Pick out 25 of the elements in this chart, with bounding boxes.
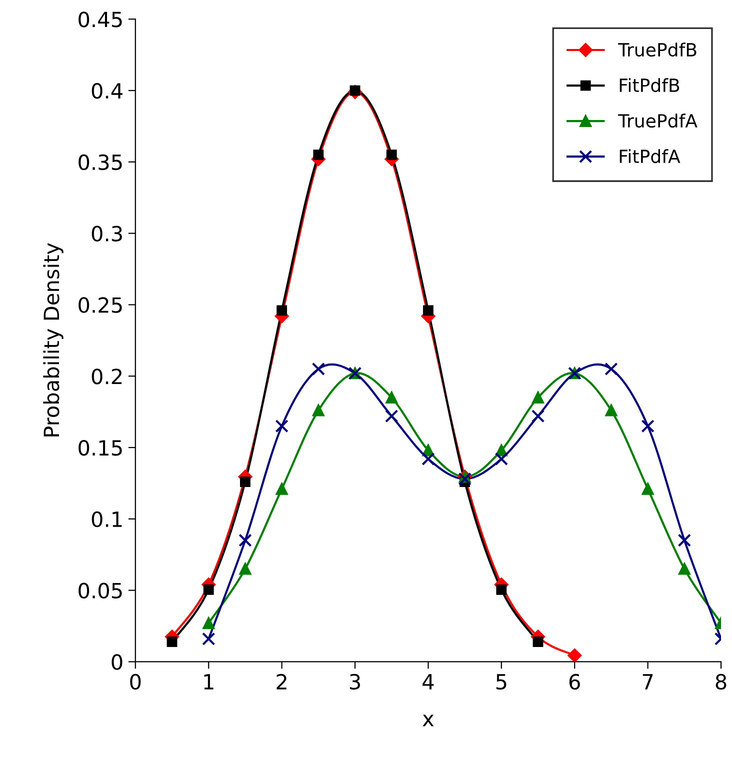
y-axis-title: Probability Density [43,243,64,436]
y-tick-label: 0.4 [92,82,122,99]
x-tick-label: 1 [204,674,214,690]
x-axis-title: x [422,714,434,726]
x-tick-label: 8 [716,674,726,690]
x-tick-label: 7 [642,674,653,690]
x-tick-label: 5 [496,674,506,690]
y-tick-label: 0.3 [92,226,122,242]
x-tick-label: 2 [276,674,286,690]
y-tick-label: 0.25 [78,297,122,313]
y-tick-label: 0.05 [78,582,122,599]
x-tick-label: 3 [350,674,360,690]
x-tick-label: 6 [569,674,580,690]
y-tick-label: 0.2 [92,368,122,384]
x-tick-label: 4 [422,674,434,690]
y-tick-label: 0 [112,654,122,670]
y-tick-label: 0.45 [78,12,122,28]
y-tick-label: 0.1 [92,511,122,528]
legend-label: TruePdfA [618,114,698,128]
x-tick-label: 0 [130,674,141,690]
legend-label: FitPdfA [620,149,680,164]
y-tick-label: 0.15 [78,440,122,456]
y-tick-label: 0.35 [78,154,122,170]
legend-label: FitPdfB [620,78,680,92]
legend-label: TruePdfB [618,42,696,57]
